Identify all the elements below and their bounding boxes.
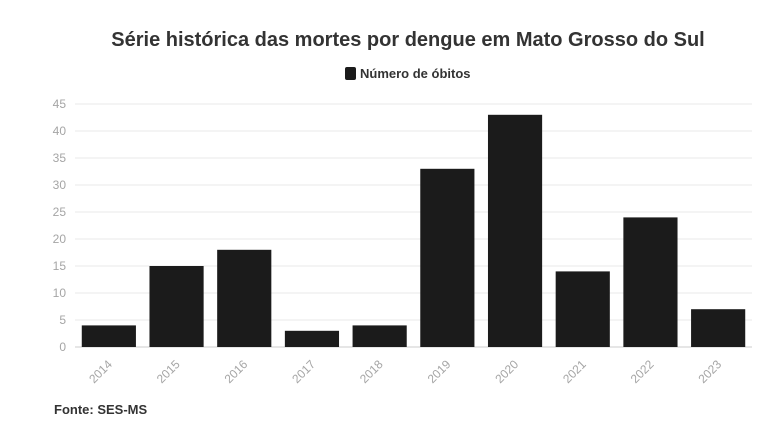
legend[interactable]: Número de óbitos bbox=[345, 66, 471, 81]
y-tick-label: 20 bbox=[53, 232, 67, 246]
y-tick-label: 15 bbox=[53, 259, 67, 273]
x-tick-label: 2015 bbox=[154, 357, 183, 386]
x-tick-label: 2016 bbox=[222, 357, 251, 386]
bar-2015[interactable] bbox=[149, 266, 204, 347]
y-tick-label: 35 bbox=[53, 151, 67, 165]
y-tick-label: 30 bbox=[53, 178, 67, 192]
y-tick-label: 0 bbox=[59, 340, 66, 354]
bar-2018[interactable] bbox=[352, 325, 407, 347]
x-tick-label: 2017 bbox=[289, 357, 318, 386]
y-tick-label: 25 bbox=[53, 205, 67, 219]
source-note: Fonte: SES-MS bbox=[54, 402, 147, 417]
y-tick-label: 45 bbox=[53, 97, 67, 111]
bar-2016[interactable] bbox=[217, 249, 272, 347]
y-tick-label: 5 bbox=[59, 313, 66, 327]
x-tick-label: 2014 bbox=[86, 357, 115, 386]
bar-2019[interactable] bbox=[420, 168, 475, 347]
x-tick-label: 2021 bbox=[560, 357, 589, 386]
x-tick-label: 2022 bbox=[628, 357, 657, 386]
bar-2023[interactable] bbox=[691, 309, 746, 347]
y-tick-label: 40 bbox=[53, 124, 67, 138]
bar-2021[interactable] bbox=[555, 271, 610, 347]
y-axis: 0 5 10 15 20 25 30 35 40 45 bbox=[53, 97, 67, 354]
x-tick-label: 2019 bbox=[425, 357, 454, 386]
legend-swatch bbox=[345, 67, 356, 80]
bar-2020[interactable] bbox=[487, 114, 543, 347]
chart-title: Série histórica das mortes por dengue em… bbox=[111, 29, 704, 51]
bar-2017[interactable] bbox=[284, 330, 340, 347]
legend-label: Número de óbitos bbox=[360, 66, 471, 81]
x-tick-label: 2018 bbox=[357, 357, 386, 386]
y-tick-label: 10 bbox=[53, 286, 67, 300]
x-tick-label: 2020 bbox=[492, 357, 521, 386]
x-tick-label: 2023 bbox=[695, 357, 724, 386]
bars bbox=[81, 114, 746, 347]
bar-2014[interactable] bbox=[81, 325, 136, 347]
x-axis: 2014 2015 2016 2017 2018 2019 2020 2021 2022 2023 bbox=[86, 357, 724, 386]
bar-2022[interactable] bbox=[623, 217, 678, 347]
